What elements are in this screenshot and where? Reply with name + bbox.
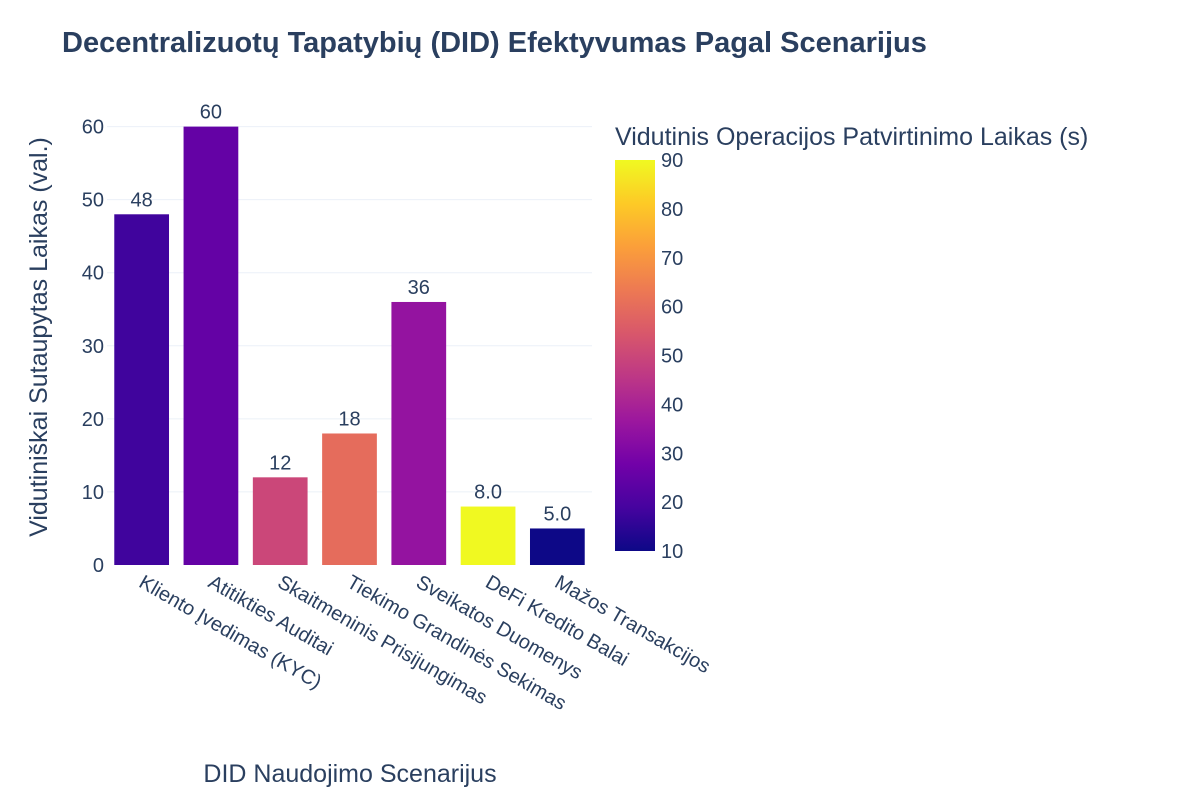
colorbar-tick-label: 60 bbox=[661, 297, 683, 319]
colorbar-tick-label: 20 bbox=[661, 492, 683, 514]
bar-value-label: 48 bbox=[131, 189, 153, 211]
y-tick-label: 50 bbox=[82, 190, 104, 212]
bar[interactable] bbox=[322, 433, 377, 565]
bar-value-label: 60 bbox=[200, 102, 222, 124]
colorbar-ticks: 10 20 30 40 50 60 70 80 90 bbox=[661, 150, 683, 563]
bars bbox=[114, 126, 585, 565]
bar[interactable] bbox=[252, 477, 308, 565]
bar-value-label: 5.0 bbox=[543, 503, 571, 525]
x-axis-title: DID Naudojimo Scenarijus bbox=[203, 760, 496, 788]
bar[interactable] bbox=[183, 126, 239, 565]
bar-value-labels: 48 60 12 18 36 8.0 5.0 bbox=[131, 102, 572, 526]
bar-value-label: 18 bbox=[338, 408, 360, 430]
bar[interactable] bbox=[460, 506, 516, 565]
colorbar: Vidutinis Operacijos Patvirtinimo Laikas… bbox=[615, 123, 1088, 563]
y-tick-label: 20 bbox=[82, 409, 104, 431]
colorbar-tick-label: 10 bbox=[661, 541, 683, 563]
y-axis: 0 10 20 30 40 50 60 bbox=[82, 117, 104, 577]
colorbar-tick-label: 40 bbox=[661, 394, 683, 416]
colorbar-tick-label: 30 bbox=[661, 443, 683, 465]
bar-value-label: 8.0 bbox=[474, 482, 502, 504]
bar[interactable] bbox=[529, 528, 585, 565]
colorbar-title: Vidutinis Operacijos Patvirtinimo Laikas… bbox=[615, 123, 1088, 151]
colorbar-tick-label: 80 bbox=[661, 199, 683, 221]
bar-value-label: 36 bbox=[408, 277, 430, 299]
x-axis: Kliento Įvedimas (KYC)Atitikties Auditai… bbox=[135, 571, 714, 715]
y-tick-label: 0 bbox=[93, 555, 104, 577]
chart-title: Decentralizuotų Tapatybių (DID) Efektyvu… bbox=[62, 27, 927, 59]
colorbar-gradient bbox=[615, 160, 655, 551]
bar-value-label: 12 bbox=[269, 452, 291, 474]
colorbar-tick-label: 50 bbox=[661, 346, 683, 368]
y-tick-label: 60 bbox=[82, 117, 104, 139]
y-tick-label: 40 bbox=[82, 263, 104, 285]
bar[interactable] bbox=[391, 301, 447, 565]
y-tick-label: 30 bbox=[82, 336, 104, 358]
colorbar-tick-label: 90 bbox=[661, 150, 683, 172]
colorbar-tick-label: 70 bbox=[661, 248, 683, 270]
bar[interactable] bbox=[114, 214, 170, 565]
y-tick-label: 10 bbox=[82, 482, 104, 504]
y-axis-title: Vidutiniškai Sutaupytas Laikas (val.) bbox=[25, 137, 53, 537]
